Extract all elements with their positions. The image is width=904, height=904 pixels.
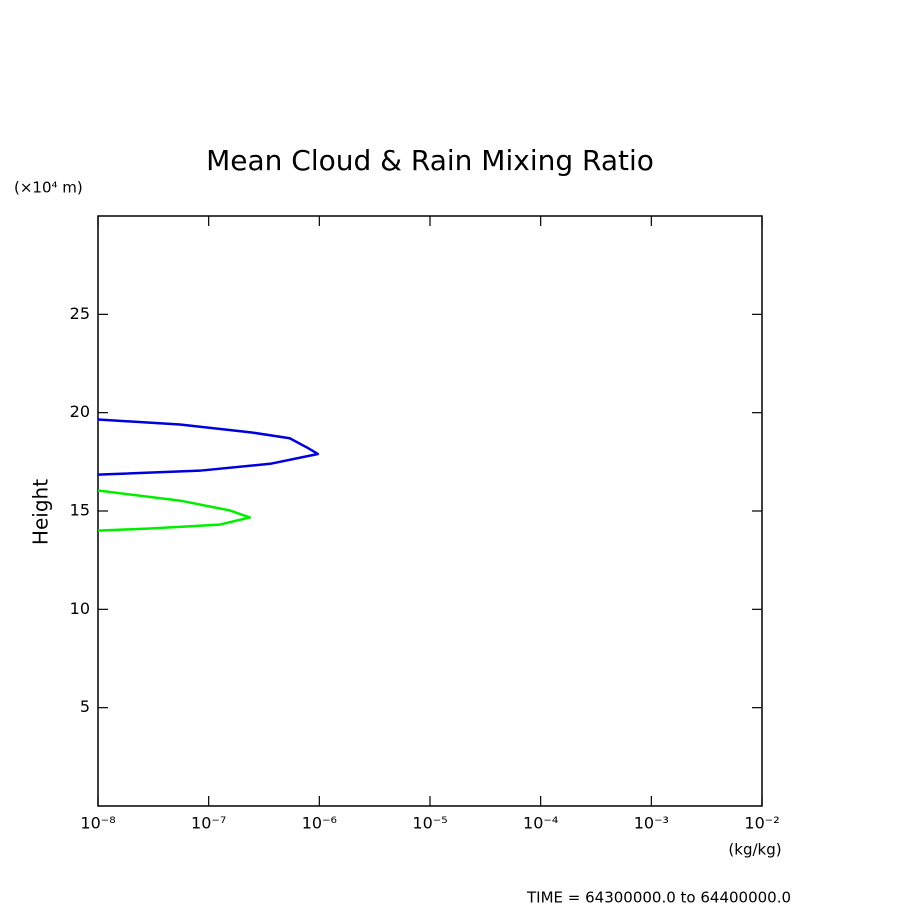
y-tick-label: 10: [70, 599, 90, 618]
x-tick-label: 10⁻⁷: [191, 814, 226, 833]
footer: TIME = 64300000.0 to 64400000.0: [526, 889, 791, 904]
plot-frame: [97, 215, 763, 807]
chart-title: Mean Cloud & Rain Mixing Ratio: [206, 144, 654, 177]
x-tick-label: 10⁻³: [634, 814, 669, 833]
y-tick-label: 20: [70, 402, 90, 421]
profile-line: [97, 489, 251, 532]
x-tick-label: 10⁻⁴: [523, 814, 558, 833]
y-tick-label: 5: [80, 697, 90, 716]
y-tick-label: 15: [70, 501, 90, 520]
x-tick-label: 10⁻⁵: [412, 814, 447, 833]
x-tick-label: 10⁻²: [744, 814, 779, 833]
profile-line: [97, 418, 320, 476]
x-axis-label: (kg/kg): [728, 841, 781, 859]
y-unit-label: (×10⁴ m): [14, 179, 83, 197]
y-tick-label: 25: [70, 304, 90, 323]
x-tick-label: 10⁻⁸: [80, 814, 115, 833]
x-tick-label: 10⁻⁶: [302, 814, 337, 833]
y-axis-label: Height: [29, 479, 53, 545]
